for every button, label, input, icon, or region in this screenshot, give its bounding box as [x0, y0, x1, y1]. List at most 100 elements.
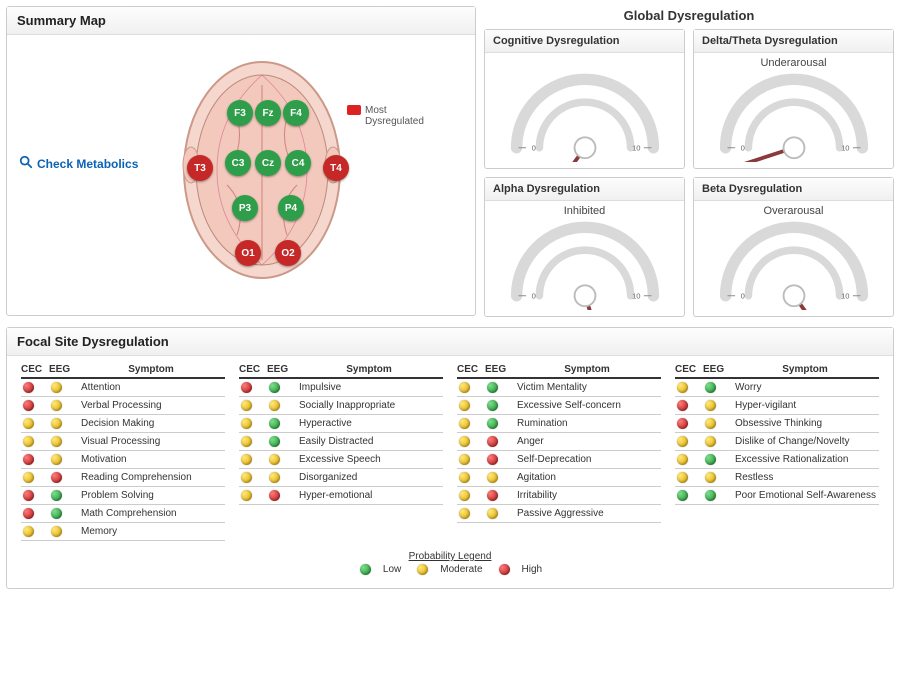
symptom-label: Worry [731, 382, 879, 393]
symptom-label: Attention [77, 382, 225, 393]
symptom-label: Poor Emotional Self-Awareness [731, 490, 879, 501]
svg-text:10: 10 [632, 144, 640, 153]
symptom-row: Disorganized [239, 469, 443, 487]
check-metabolics-label: Check Metabolics [37, 157, 138, 171]
eeg-dot [269, 436, 280, 447]
cec-dot [23, 472, 34, 483]
cec-dot [241, 436, 252, 447]
gauge-cognitive-title: Cognitive Dysregulation [485, 30, 684, 53]
eeg-dot [269, 454, 280, 465]
symptom-header: CEC EEG Symptom [457, 364, 661, 379]
symptom-label: Disorganized [295, 472, 443, 483]
symptom-row: Self-Deprecation [457, 451, 661, 469]
cec-dot [23, 400, 34, 411]
eeg-dot [487, 436, 498, 447]
cec-dot [241, 490, 252, 501]
check-metabolics-link[interactable]: Check Metabolics [19, 155, 138, 172]
electrode-p4[interactable]: P4 [278, 195, 304, 221]
eeg-dot [705, 490, 716, 501]
symptom-row: Attention [21, 379, 225, 397]
cec-dot [677, 472, 688, 483]
eeg-dot [269, 490, 280, 501]
electrode-c3[interactable]: C3 [225, 150, 251, 176]
legend-item-mod: Moderate [415, 564, 482, 575]
cec-dot [23, 382, 34, 393]
eeg-dot [487, 490, 498, 501]
electrode-t3[interactable]: T3 [187, 155, 213, 181]
gauge-delta-dial: 0246810 [694, 67, 893, 168]
electrode-f4[interactable]: F4 [283, 100, 309, 126]
symptom-label: Easily Distracted [295, 436, 443, 447]
svg-text:0: 0 [740, 292, 744, 301]
legend-label-low: Low [383, 564, 401, 575]
symptom-label: Problem Solving [77, 490, 225, 501]
symptom-row: Decision Making [21, 415, 225, 433]
symptom-row: Obsessive Thinking [675, 415, 879, 433]
cec-dot [459, 454, 470, 465]
eeg-dot [705, 454, 716, 465]
electrode-fz[interactable]: Fz [255, 100, 281, 126]
cec-dot [459, 490, 470, 501]
cec-dot [459, 472, 470, 483]
eeg-dot [51, 382, 62, 393]
electrode-cz[interactable]: Cz [255, 150, 281, 176]
eeg-dot [705, 418, 716, 429]
cec-dot [677, 454, 688, 465]
gauge-cognitive: Cognitive Dysregulation 0246810 [484, 29, 685, 169]
legend-swatch-red [347, 105, 361, 115]
symptom-label: Verbal Processing [77, 400, 225, 411]
cec-dot [241, 418, 252, 429]
eeg-dot [51, 436, 62, 447]
gauge-delta: Delta/Theta Dysregulation Underarousal 0… [693, 29, 894, 169]
symptom-label: Passive Aggressive [513, 508, 661, 519]
cec-dot [677, 418, 688, 429]
symptom-label: Hyper-vigilant [731, 400, 879, 411]
legend-dot-mod [417, 564, 428, 575]
electrode-p3[interactable]: P3 [232, 195, 258, 221]
eeg-dot [51, 400, 62, 411]
electrode-o1[interactable]: O1 [235, 240, 261, 266]
symptom-row: Motivation [21, 451, 225, 469]
gauge-alpha-title: Alpha Dysregulation [485, 178, 684, 201]
gauge-cognitive-subtitle [485, 53, 684, 67]
global-dysregulation-section: Global Dysregulation Cognitive Dysregula… [484, 6, 894, 317]
electrode-o2[interactable]: O2 [275, 240, 301, 266]
gauge-cognitive-dial: 0246810 [485, 67, 684, 168]
symptom-label: Obsessive Thinking [731, 418, 879, 429]
gauge-beta-subtitle: Overarousal [694, 201, 893, 215]
legend-label-mod: Moderate [440, 564, 482, 575]
cec-dot [677, 400, 688, 411]
eeg-dot [487, 472, 498, 483]
symptom-row: Anger [457, 433, 661, 451]
electrode-t4[interactable]: T4 [323, 155, 349, 181]
eeg-dot [269, 472, 280, 483]
symptom-row: Problem Solving [21, 487, 225, 505]
gauge-alpha: Alpha Dysregulation Inhibited 0246810 [484, 177, 685, 317]
cec-dot [23, 418, 34, 429]
symptom-row: Visual Processing [21, 433, 225, 451]
eeg-dot [51, 508, 62, 519]
eeg-dot [705, 472, 716, 483]
eeg-dot [705, 382, 716, 393]
symptom-label: Motivation [77, 454, 225, 465]
electrode-f3[interactable]: F3 [227, 100, 253, 126]
symptom-label: Restless [731, 472, 879, 483]
symptom-row: Agitation [457, 469, 661, 487]
symptom-row: Excessive Rationalization [675, 451, 879, 469]
electrode-c4[interactable]: C4 [285, 150, 311, 176]
svg-text:0: 0 [531, 144, 535, 153]
symptom-label: Excessive Speech [295, 454, 443, 465]
symptom-row: Excessive Speech [239, 451, 443, 469]
probability-legend: Probability Legend LowModerateHigh [21, 551, 879, 578]
cec-dot [677, 382, 688, 393]
cec-dot [23, 436, 34, 447]
cec-dot [23, 508, 34, 519]
symptom-row: Memory [21, 523, 225, 541]
eeg-dot [51, 526, 62, 537]
symptom-row: Hyper-vigilant [675, 397, 879, 415]
cec-dot [241, 454, 252, 465]
symptom-row: Impulsive [239, 379, 443, 397]
symptom-header: CEC EEG Symptom [21, 364, 225, 379]
symptom-label: Hyper-emotional [295, 490, 443, 501]
summary-map-title: Summary Map [7, 7, 475, 35]
